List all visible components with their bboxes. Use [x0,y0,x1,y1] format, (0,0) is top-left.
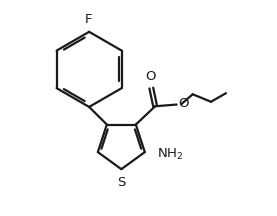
Text: NH$_2$: NH$_2$ [157,147,183,162]
Text: O: O [145,70,155,83]
Text: F: F [84,13,92,26]
Text: S: S [117,176,125,189]
Text: O: O [178,97,189,110]
